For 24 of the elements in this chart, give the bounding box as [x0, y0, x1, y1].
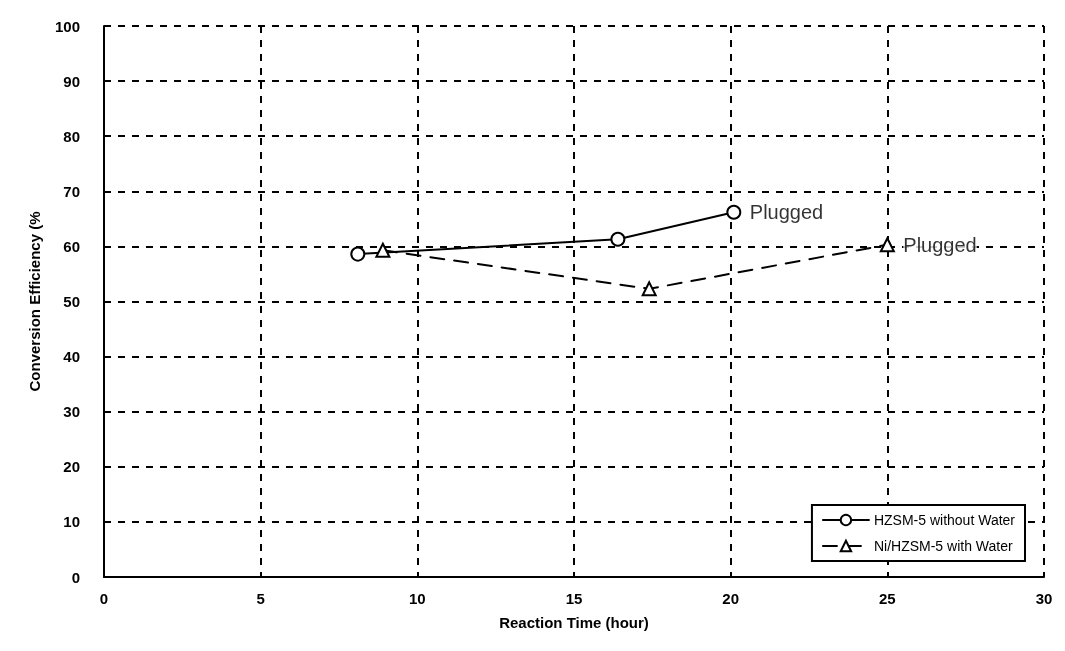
x-tick-label: 30	[1035, 590, 1053, 607]
y-tick-label: 70	[63, 182, 80, 200]
x-tick-label: 10	[408, 590, 426, 607]
x-tick-label: 25	[878, 590, 896, 607]
legend-label: HZSM-5 without Water	[873, 512, 1016, 528]
y-tick-label: 40	[63, 348, 80, 366]
y-axis-title: Conversion Efficiency (%	[26, 211, 43, 392]
x-tick-label: 0	[99, 590, 109, 607]
y-tick-label: 10	[63, 513, 80, 531]
x-tick-label: 5	[256, 590, 265, 607]
y-tick-label: 80	[63, 127, 80, 145]
x-tick-label: 15	[565, 590, 583, 607]
y-tick-label: 100	[54, 17, 80, 35]
y-tick-label: 0	[71, 568, 80, 586]
x-tick-label: 20	[722, 590, 740, 607]
x-axis-title: Reaction Time (hour)	[499, 614, 649, 631]
y-tick-label: 90	[63, 72, 80, 90]
y-tick-label: 60	[63, 237, 80, 255]
legend-label: Ni/HZSM-5 with Water	[873, 538, 1013, 554]
y-tick-label: 50	[63, 293, 80, 310]
y-tick-label: 20	[63, 458, 80, 476]
annotation: Plugged	[903, 233, 977, 256]
annotation: Plugged	[749, 201, 824, 224]
y-tick-label: 30	[63, 403, 80, 421]
